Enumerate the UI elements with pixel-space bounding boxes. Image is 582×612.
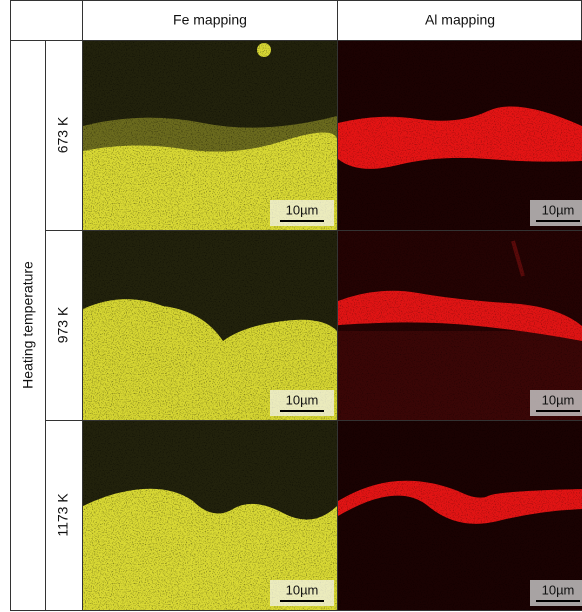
al-map: [338, 421, 582, 610]
column-header: Fe mapping: [173, 12, 247, 28]
scale-bars: 10µm 10µm 10µm 10µm 10µm 10µm: [270, 200, 582, 606]
row-group-label: Heating temperature: [20, 261, 36, 389]
scale-bar-label: 10µm: [542, 392, 575, 407]
al-map: [338, 41, 582, 230]
scale-bar-label: 10µm: [286, 392, 319, 407]
column-header: Al mapping: [425, 12, 495, 28]
scale-bar-label: 10µm: [286, 202, 319, 217]
scale-bar-label: 10µm: [286, 582, 319, 597]
fe-map: [83, 231, 337, 420]
row-label: 973 K: [55, 306, 71, 343]
scale-bar-label: 10µm: [542, 582, 575, 597]
al-map: [338, 231, 582, 420]
row-label: 673 K: [55, 116, 71, 153]
table-lines: [10, 0, 582, 611]
scale-bar-label: 10µm: [542, 202, 575, 217]
row-label: 1173 K: [55, 493, 71, 537]
fe-map: [83, 421, 337, 610]
